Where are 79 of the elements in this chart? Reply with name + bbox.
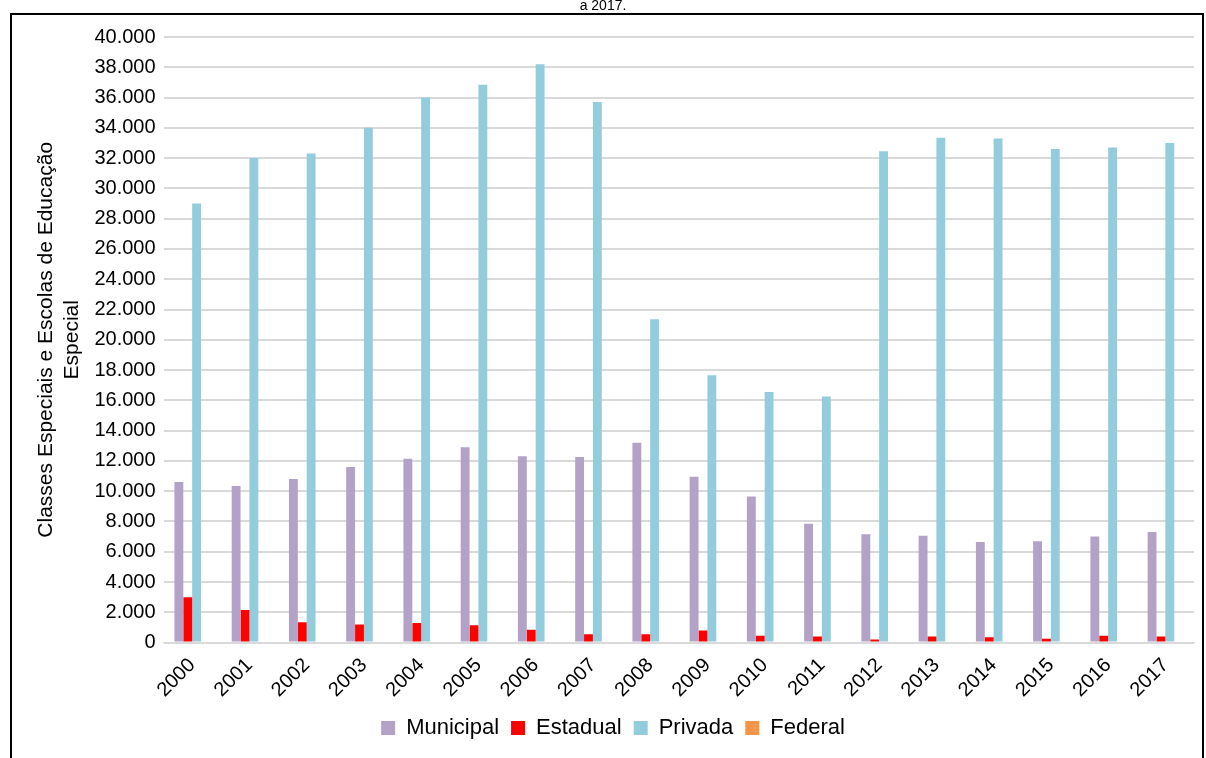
bar xyxy=(297,622,307,642)
bar xyxy=(1090,536,1100,642)
bar xyxy=(460,447,470,642)
y-tick-label: 10.000 xyxy=(94,478,156,501)
legend-label: Privada xyxy=(658,714,735,740)
bar xyxy=(412,622,422,642)
bar xyxy=(526,629,536,642)
y-tick-label: 20.000 xyxy=(94,327,156,350)
bar xyxy=(192,203,202,642)
bar xyxy=(240,610,250,642)
bar xyxy=(698,630,708,642)
legend-label: Estadual xyxy=(536,714,622,740)
bar xyxy=(870,639,880,642)
y-tick-label: 34.000 xyxy=(94,115,156,138)
bar xyxy=(689,476,699,642)
y-tick-label: 30.000 xyxy=(94,175,156,198)
bar xyxy=(1147,532,1157,642)
y-tick-label: 36.000 xyxy=(94,85,156,108)
bar xyxy=(517,456,527,642)
y-tick-label: 8.000 xyxy=(105,508,156,531)
bar xyxy=(993,138,1003,642)
y-tick-label: 26.000 xyxy=(94,236,156,259)
bar xyxy=(641,634,651,642)
bar xyxy=(1108,147,1117,642)
bar xyxy=(1099,635,1109,642)
bar xyxy=(363,127,373,642)
y-tick-label: 2.000 xyxy=(105,599,156,622)
bar xyxy=(804,523,814,642)
chart-title: a 2017. xyxy=(578,0,628,13)
y-tick-label: 18.000 xyxy=(94,357,156,380)
y-tick-label: 6.000 xyxy=(105,539,156,562)
bar xyxy=(764,392,774,642)
bar xyxy=(584,634,593,642)
bar xyxy=(707,375,717,642)
y-tick-label: 40.000 xyxy=(94,24,156,47)
y-tick-label: 16.000 xyxy=(94,387,156,410)
bar xyxy=(592,102,602,642)
legend-label: Municipal xyxy=(406,714,500,740)
y-axis-title: Classes Especiais e Escolas de Educação Especial xyxy=(33,141,82,538)
bar xyxy=(813,636,822,642)
bar xyxy=(821,396,831,642)
bar xyxy=(861,534,871,642)
y-tick-label: 28.000 xyxy=(94,206,156,229)
y-tick-label: 12.000 xyxy=(94,448,156,471)
bar xyxy=(174,482,184,642)
y-tick-label: 14.000 xyxy=(94,418,156,441)
y-tick-label: 32.000 xyxy=(94,145,156,168)
bar xyxy=(632,442,642,642)
bar xyxy=(746,496,756,642)
bar xyxy=(478,84,488,642)
bar xyxy=(1033,541,1043,642)
y-tick-label: 0 xyxy=(144,630,156,653)
bar xyxy=(936,137,946,642)
bar xyxy=(469,625,479,642)
bar xyxy=(1050,149,1060,642)
bar xyxy=(421,97,431,642)
bar xyxy=(984,637,994,642)
bar xyxy=(755,635,765,642)
bar xyxy=(650,319,660,642)
bar xyxy=(346,466,356,642)
bar xyxy=(1042,638,1051,642)
bar xyxy=(231,485,241,642)
bar xyxy=(1165,142,1175,642)
bar xyxy=(535,64,545,642)
bar xyxy=(355,624,364,642)
bar xyxy=(288,479,298,642)
bar xyxy=(403,458,413,642)
y-tick-label: 4.000 xyxy=(105,569,156,592)
bar xyxy=(575,457,585,642)
bar xyxy=(306,153,316,642)
bar xyxy=(918,535,928,642)
y-tick-label: 24.000 xyxy=(94,266,156,289)
y-tick-label: 38.000 xyxy=(94,54,156,77)
bar xyxy=(183,597,193,642)
y-tick-label: 22.000 xyxy=(94,297,156,320)
bar xyxy=(975,541,985,642)
bar xyxy=(249,158,259,642)
bar xyxy=(879,151,889,642)
legend-label: Federal xyxy=(770,714,845,740)
